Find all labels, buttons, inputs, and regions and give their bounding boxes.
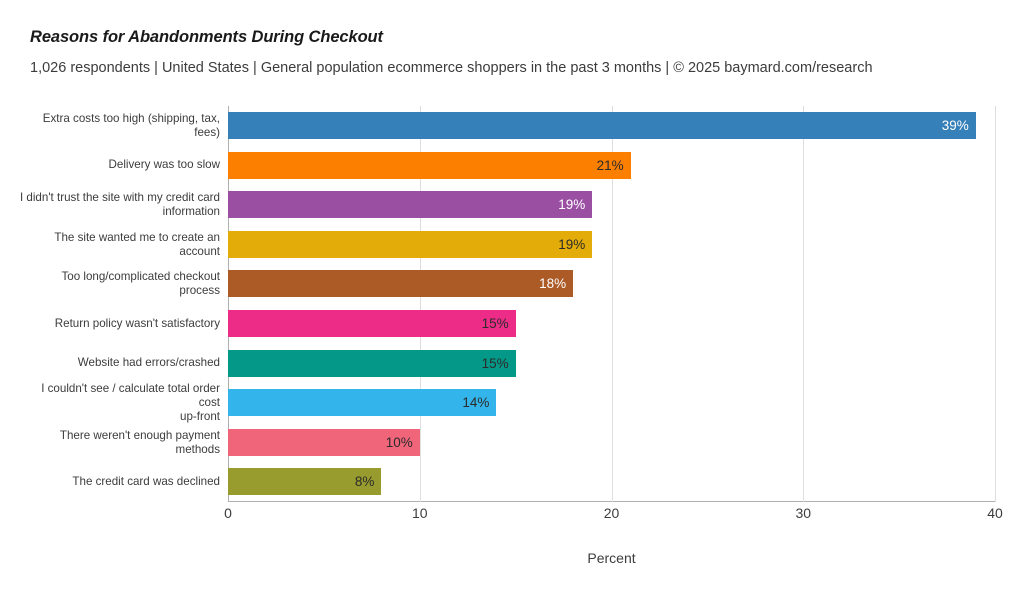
x-tick-label: 10 [411, 505, 428, 521]
category-label: I didn't trust the site with my credit c… [19, 190, 220, 218]
bar-row: 8% [228, 462, 995, 502]
bar[interactable]: 39% [228, 112, 976, 139]
bar-value-label: 19% [558, 197, 586, 213]
category-label: Return policy wasn't satisfactory [54, 316, 220, 330]
bar[interactable]: 10% [228, 428, 420, 456]
bar-value-label: 15% [481, 355, 509, 371]
bar[interactable]: 14% [228, 389, 497, 417]
chart-subtitle: 1,026 respondents | United States | Gene… [30, 60, 873, 76]
bar-value-label: 8% [354, 474, 375, 490]
bar[interactable]: 15% [228, 310, 516, 337]
bar-row: 19% [228, 185, 995, 225]
x-tick-label: 20 [603, 505, 620, 521]
chart-title: Reasons for Abandonments During Checkout [30, 28, 383, 46]
x-tick-label: 30 [795, 505, 812, 521]
bar[interactable]: 21% [228, 151, 631, 179]
bar-row: 21% [228, 146, 995, 186]
gridline [419, 106, 421, 502]
bar-row: 19% [228, 225, 995, 265]
bar-row: 39% [228, 106, 995, 146]
bar[interactable]: 19% [228, 191, 593, 219]
bar-value-label: 21% [596, 157, 624, 173]
x-tick-label: 40 [987, 505, 1003, 521]
bar-row: 18% [228, 264, 995, 304]
gridline [803, 106, 805, 502]
category-label: There weren't enough payment methods [59, 428, 220, 456]
bar-value-label: 10% [385, 434, 413, 450]
bar-value-label: 18% [539, 276, 567, 292]
category-label: Website had errors/crashed [77, 356, 220, 370]
chart-header: Reasons for Abandonments During Checkout… [30, 28, 990, 76]
bar-row: 14% [228, 383, 995, 423]
bar-value-label: 15% [481, 316, 509, 331]
category-label: The site wanted me to create an account [54, 230, 220, 258]
category-label: Too long/complicated checkout process [61, 270, 220, 298]
category-axis-labels: Extra costs too high (shipping, tax, fee… [18, 106, 220, 502]
bar[interactable]: 19% [228, 230, 593, 258]
y-axis-line [228, 106, 229, 502]
category-label: The credit card was declined [72, 475, 220, 489]
bar-series: 39% 21% 19% 19% 18% 15% 15% 14% 10% 8% [228, 106, 995, 502]
category-label: Delivery was too slow [108, 158, 220, 172]
plot-area: 39% 21% 19% 19% 18% 15% 15% 14% 10% 8% [228, 106, 996, 502]
bar-value-label: 14% [462, 395, 490, 411]
gridline [995, 106, 996, 502]
x-axis-tick-labels: 0 10 20 30 40 [224, 505, 1003, 525]
bar-row: 15% [228, 304, 995, 344]
category-label: I couldn't see / calculate total order c… [41, 381, 220, 423]
bar[interactable]: 15% [228, 349, 516, 377]
bar-row: 10% [228, 423, 995, 463]
x-tick-label: 0 [224, 505, 232, 521]
bar[interactable]: 8% [228, 468, 382, 496]
bar-value-label: 19% [558, 236, 586, 252]
bar[interactable]: 18% [228, 270, 574, 298]
category-label: Extra costs too high (shipping, tax, fee… [42, 111, 220, 139]
bar-value-label: 39% [941, 118, 969, 133]
gridline [611, 106, 613, 502]
bar-row: 15% [228, 344, 995, 384]
x-axis-title: Percent [587, 550, 636, 566]
